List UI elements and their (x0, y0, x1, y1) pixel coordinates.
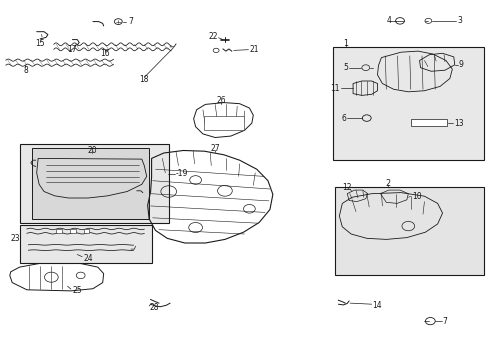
Text: 9: 9 (458, 60, 463, 69)
Text: 12: 12 (342, 184, 351, 192)
Text: 20: 20 (87, 145, 97, 155)
Text: 5: 5 (343, 63, 347, 72)
Text: 3: 3 (456, 16, 461, 25)
Bar (56, 229, 62, 233)
Text: 2: 2 (385, 179, 389, 188)
Text: 16: 16 (100, 49, 110, 58)
Bar (20, 225, 151, 263)
Text: 1: 1 (343, 40, 347, 49)
Text: 24: 24 (83, 253, 93, 263)
Text: 22: 22 (208, 32, 217, 41)
Bar (334, 187, 483, 275)
Text: 7: 7 (128, 17, 133, 26)
Text: 17: 17 (67, 45, 77, 54)
Text: 6: 6 (341, 113, 346, 122)
Bar (70, 229, 76, 233)
Text: 13: 13 (453, 118, 463, 127)
Text: 28: 28 (149, 303, 158, 312)
Bar (410, 119, 447, 126)
Text: 27: 27 (210, 144, 220, 153)
Bar (32, 148, 149, 219)
Text: 25: 25 (72, 287, 82, 295)
Text: 11: 11 (330, 84, 339, 93)
Text: 8: 8 (23, 66, 28, 75)
Text: 26: 26 (216, 96, 225, 105)
Bar (20, 144, 168, 223)
Bar (83, 229, 89, 233)
Text: -19: -19 (176, 169, 188, 178)
Text: 14: 14 (372, 301, 382, 310)
Text: 18: 18 (139, 76, 149, 85)
Bar (204, 116, 244, 130)
Text: 21: 21 (249, 45, 258, 54)
Text: 15: 15 (35, 40, 45, 49)
Text: 4: 4 (386, 16, 390, 25)
Text: 23: 23 (11, 234, 20, 243)
Bar (332, 47, 483, 160)
Text: 7: 7 (442, 317, 447, 325)
Text: 10: 10 (411, 192, 421, 201)
